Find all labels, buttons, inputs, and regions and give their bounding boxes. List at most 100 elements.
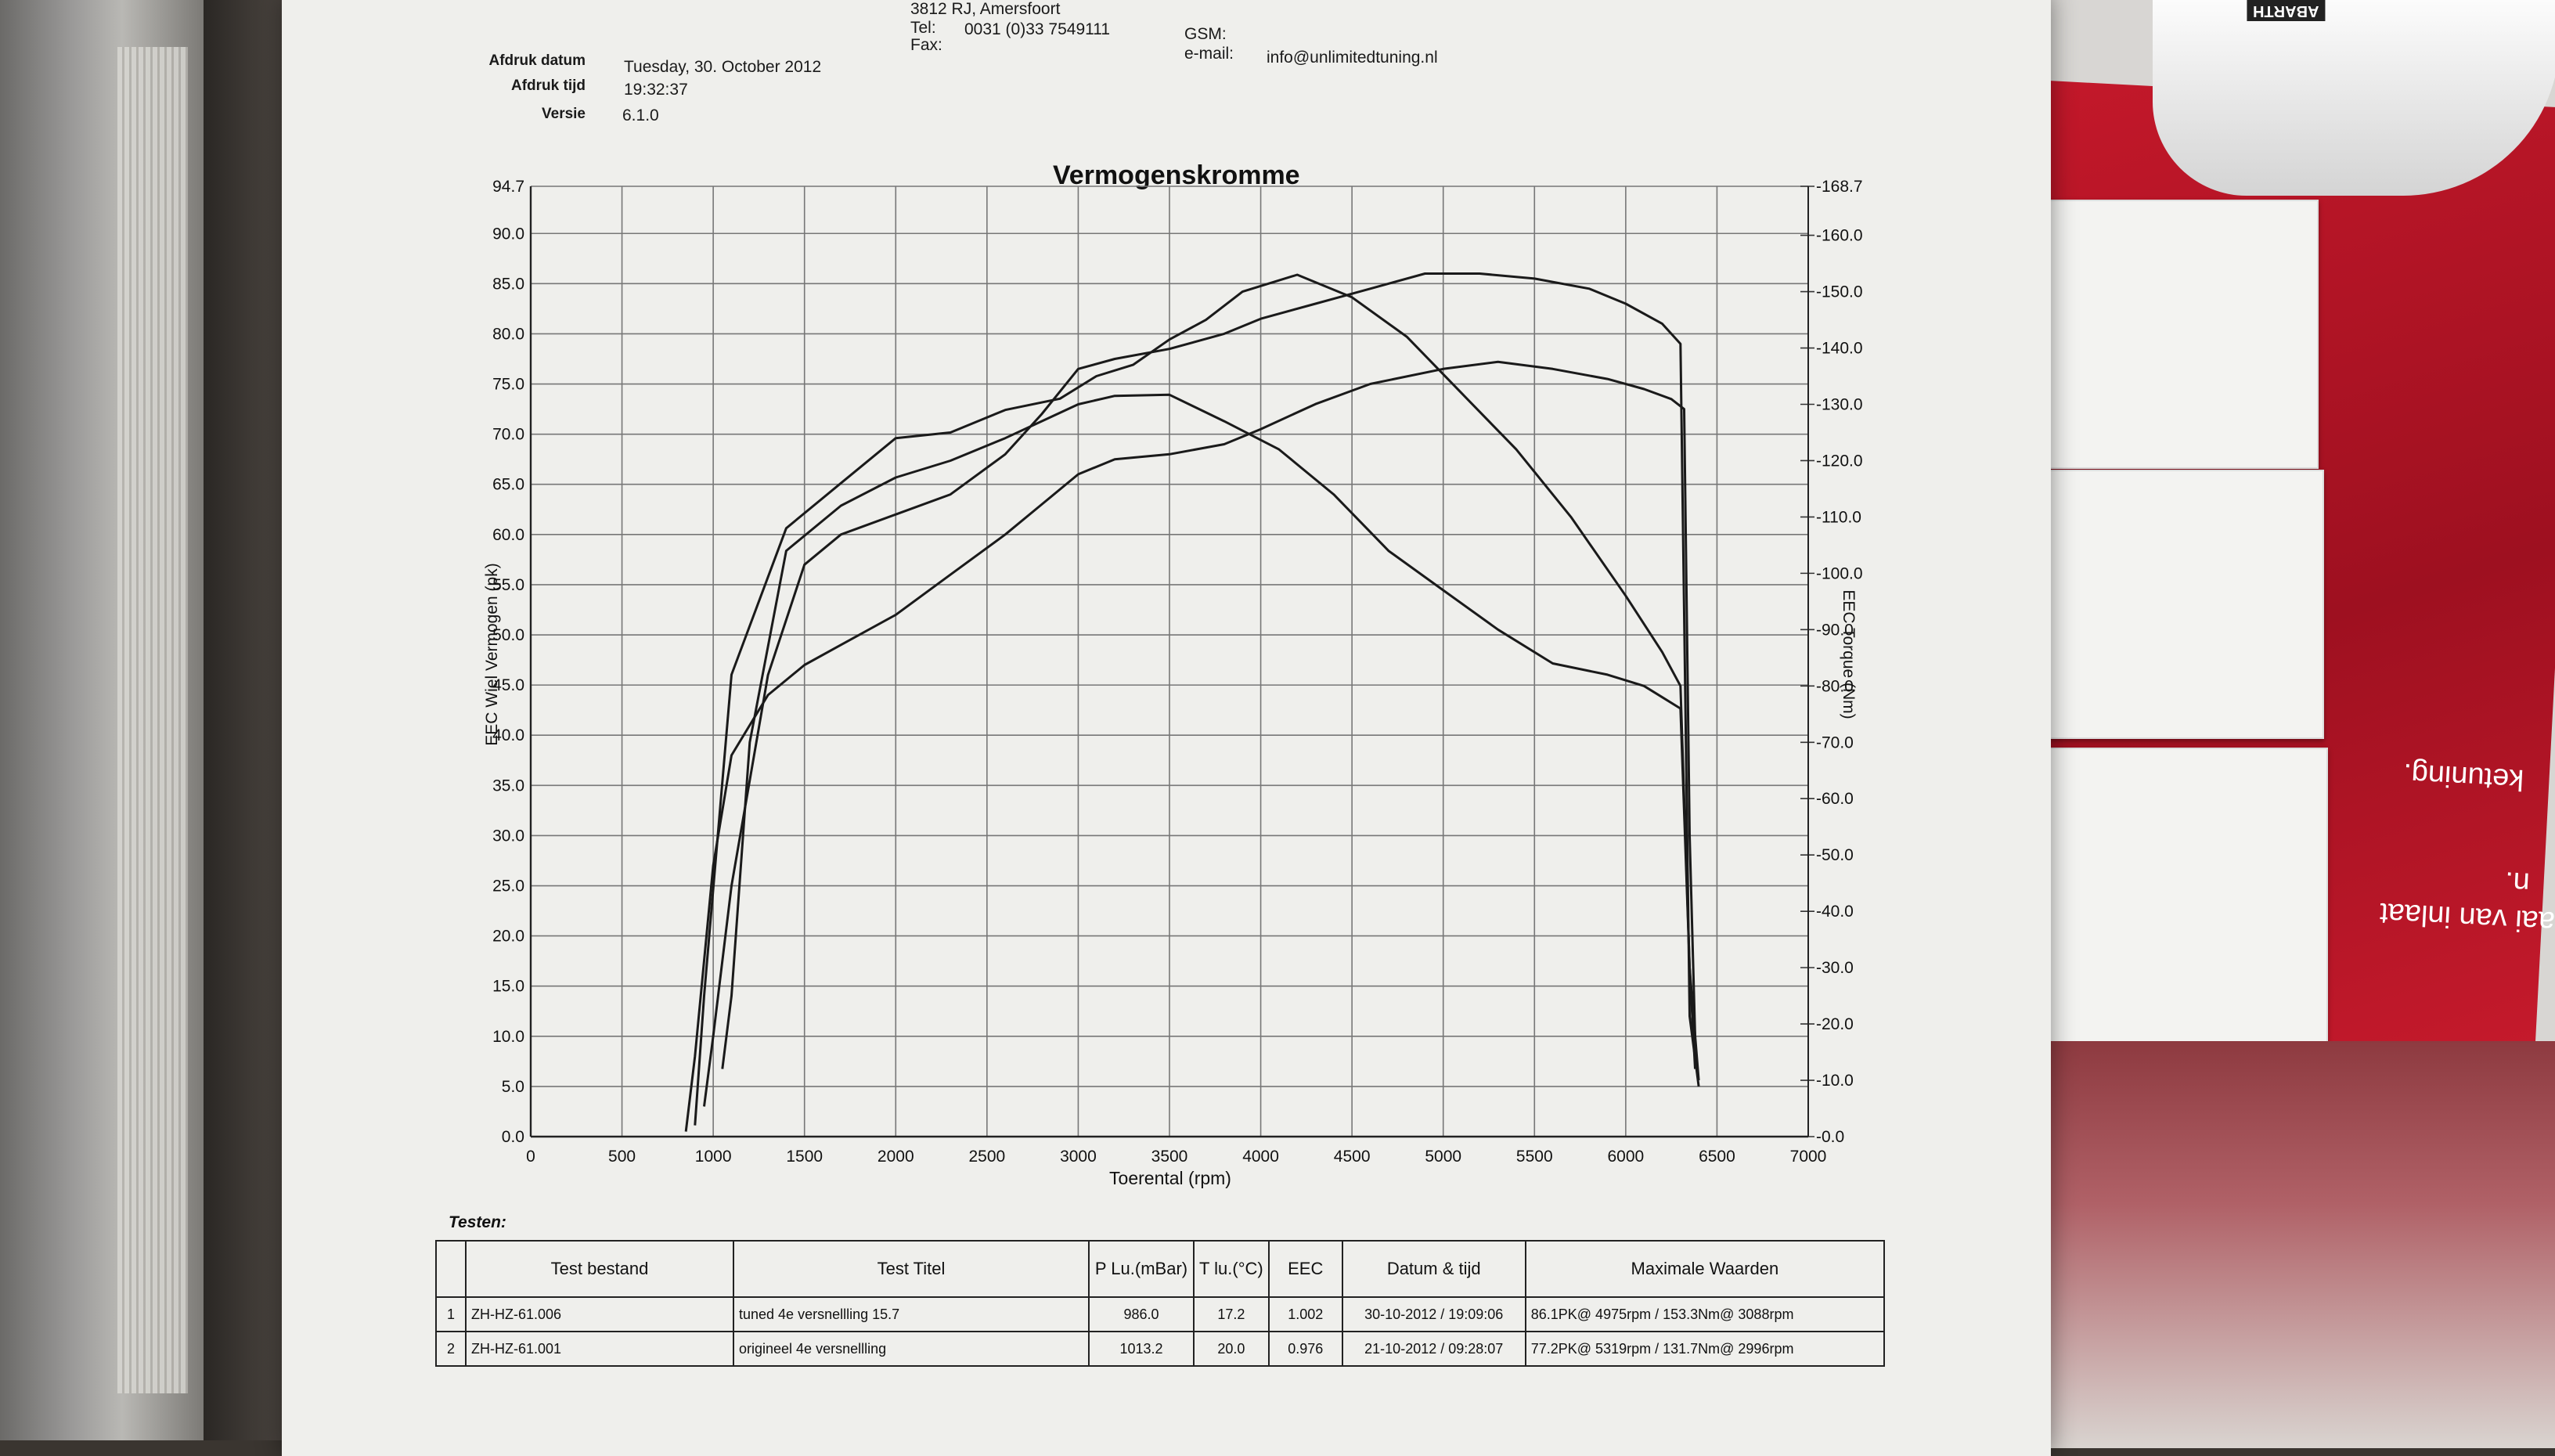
y2-tick-label: -40.0 xyxy=(1816,903,1854,921)
row-index: 1 xyxy=(435,1296,467,1332)
version-label: Versie xyxy=(542,106,586,122)
y-tick-label: 50.0 xyxy=(492,626,524,644)
x-tick-label: 7000 xyxy=(1790,1148,1827,1166)
print-date-label: Afdruk datum xyxy=(488,52,586,69)
version: 6.1.0 xyxy=(622,106,659,124)
tests-header-row: Test bestand Test Titel P Lu.(mBar) T lu… xyxy=(435,1240,1886,1298)
row-eec: 0.976 xyxy=(1267,1331,1343,1367)
row-temperature: 17.2 xyxy=(1193,1296,1270,1332)
curve-series-3 xyxy=(694,273,1696,1126)
y-tick-label: 35.0 xyxy=(492,777,524,795)
row-datetime: 21-10-2012 / 09:28:07 xyxy=(1341,1331,1526,1367)
col-index xyxy=(435,1240,467,1298)
y2-tick-label: -140.0 xyxy=(1816,340,1863,358)
tests-label: Testen: xyxy=(449,1213,506,1231)
chart-axes xyxy=(529,186,1814,1138)
x-tick-label: 4500 xyxy=(1334,1148,1371,1166)
row-test-file: ZH-HZ-61.001 xyxy=(465,1331,734,1367)
y-tick-label: 80.0 xyxy=(492,325,524,343)
x-tick-label: 2500 xyxy=(968,1148,1005,1166)
y-tick-label: 45.0 xyxy=(492,676,524,694)
y2-tick-label: -110.0 xyxy=(1816,508,1861,526)
brochure: ketuning. n. laai van inlaat ABARTH xyxy=(1957,0,2555,1448)
print-time: 19:32:37 xyxy=(624,81,688,99)
x-tick-label: 1000 xyxy=(695,1148,732,1166)
col-test-file: Test bestand xyxy=(465,1240,734,1298)
brochure-exhaust-photo-2 xyxy=(2020,470,2324,739)
chart-grid xyxy=(530,186,1809,1137)
y2-tick-label: -100.0 xyxy=(1816,564,1863,582)
y2-axis-label: EEC Torque (Nm) xyxy=(1840,589,1858,719)
row-max-values: 86.1PK@ 4975rpm / 153.3Nm@ 3088rpm xyxy=(1524,1296,1886,1332)
y2-tick-label: -160.0 xyxy=(1816,227,1863,245)
y-tick-label: 10.0 xyxy=(492,1028,524,1046)
chart-tick-labels: 0 500 1000 1500 2000 2500 3000 3500 4000 4500 5000… xyxy=(492,178,1862,1166)
tel-label: Tel: xyxy=(910,19,936,37)
curve-series-1 xyxy=(703,272,1700,1107)
y2-tick-label: -60.0 xyxy=(1816,790,1854,808)
col-max-values: Maximale Waarden xyxy=(1524,1240,1886,1298)
x-tick-label: 4000 xyxy=(1242,1148,1279,1166)
row-pressure: 986.0 xyxy=(1088,1296,1195,1332)
x-tick-label: 1500 xyxy=(786,1148,823,1166)
tel-value: 0031 (0)33 7549111 xyxy=(964,20,1111,38)
x-axis-label: Toerental (rpm) xyxy=(1109,1168,1231,1188)
y2-tick-label: -50.0 xyxy=(1816,846,1854,864)
y-tick-label: 25.0 xyxy=(492,878,524,896)
y2-tick-label: -168.7 xyxy=(1816,178,1863,196)
row-datetime: 30-10-2012 / 19:09:06 xyxy=(1341,1296,1526,1332)
x-tick-label: 3000 xyxy=(1060,1148,1097,1166)
binder-background xyxy=(0,0,204,1440)
y2-tick-label: -120.0 xyxy=(1816,452,1863,470)
binder-page-edges xyxy=(117,47,188,1393)
y-tick-label: 15.0 xyxy=(492,978,524,996)
y2-tick-label: -30.0 xyxy=(1816,959,1854,977)
y2-tick-label: -70.0 xyxy=(1816,733,1854,751)
x-tick-label: 500 xyxy=(608,1148,636,1166)
curve-series-2 xyxy=(684,360,1696,1132)
y-tick-label: 20.0 xyxy=(492,928,524,946)
y-tick-label: 75.0 xyxy=(492,376,524,394)
x-tick-label: 0 xyxy=(526,1148,535,1166)
y-tick-label: 40.0 xyxy=(492,726,524,744)
brochure-car-photo xyxy=(2027,1041,2555,1448)
row-index: 2 xyxy=(435,1331,467,1367)
x-tick-label: 6000 xyxy=(1607,1148,1644,1166)
col-temperature: T lu.(°C) xyxy=(1193,1240,1270,1298)
print-time-label: Afdruk tijd xyxy=(511,77,586,94)
dyno-printout xyxy=(282,0,2051,1456)
row-test-title: tuned 4e versnellling 15.7 xyxy=(733,1296,1090,1332)
y2-tick-label: -10.0 xyxy=(1816,1072,1854,1090)
y-tick-label: 0.0 xyxy=(502,1128,524,1146)
y2-tick-label: -90.0 xyxy=(1816,621,1854,639)
x-tick-label: 3500 xyxy=(1151,1148,1188,1166)
curve-series-4 xyxy=(721,393,1700,1081)
y-axis-label: EEC Wiel Vermogen (pk) xyxy=(483,563,501,745)
table-row: 1 ZH-HZ-61.006 tuned 4e versnellling 15.… xyxy=(435,1296,1886,1332)
print-date: Tuesday, 30. October 2012 xyxy=(624,58,822,76)
x-tick-label: 5500 xyxy=(1516,1148,1553,1166)
col-datetime: Datum & tijd xyxy=(1341,1240,1526,1298)
x-tick-label: 6500 xyxy=(1699,1148,1735,1166)
col-eec: EEC xyxy=(1267,1240,1343,1298)
y2-tick-label: -0.0 xyxy=(1816,1128,1844,1146)
row-max-values: 77.2PK@ 5319rpm / 131.7Nm@ 2996rpm xyxy=(1524,1331,1886,1367)
row-pressure: 1013.2 xyxy=(1088,1331,1195,1367)
y-tick-label: 85.0 xyxy=(492,275,524,293)
x-tick-label: 5000 xyxy=(1425,1148,1461,1166)
tests-table: Test bestand Test Titel P Lu.(mBar) T lu… xyxy=(435,1240,1886,1367)
gsm-label: GSM: xyxy=(1184,25,1227,43)
address: 3812 RJ, Amersfoort xyxy=(910,0,1061,18)
y-tick-label: 5.0 xyxy=(502,1078,524,1096)
y2-tick-label: -150.0 xyxy=(1816,283,1863,301)
y-tick-label: 60.0 xyxy=(492,526,524,544)
y-tick-label: 90.0 xyxy=(492,225,524,243)
brochure-car-top: ABARTH xyxy=(2153,0,2555,196)
y-tick-label: 30.0 xyxy=(492,827,524,845)
row-test-title: origineel 4e versnellling xyxy=(733,1331,1090,1367)
y-tick-label: 70.0 xyxy=(492,426,524,444)
col-test-title: Test Titel xyxy=(733,1240,1090,1298)
y2-tick-label: -80.0 xyxy=(1816,677,1854,695)
chart-title: Vermogenskromme xyxy=(1053,160,1300,190)
